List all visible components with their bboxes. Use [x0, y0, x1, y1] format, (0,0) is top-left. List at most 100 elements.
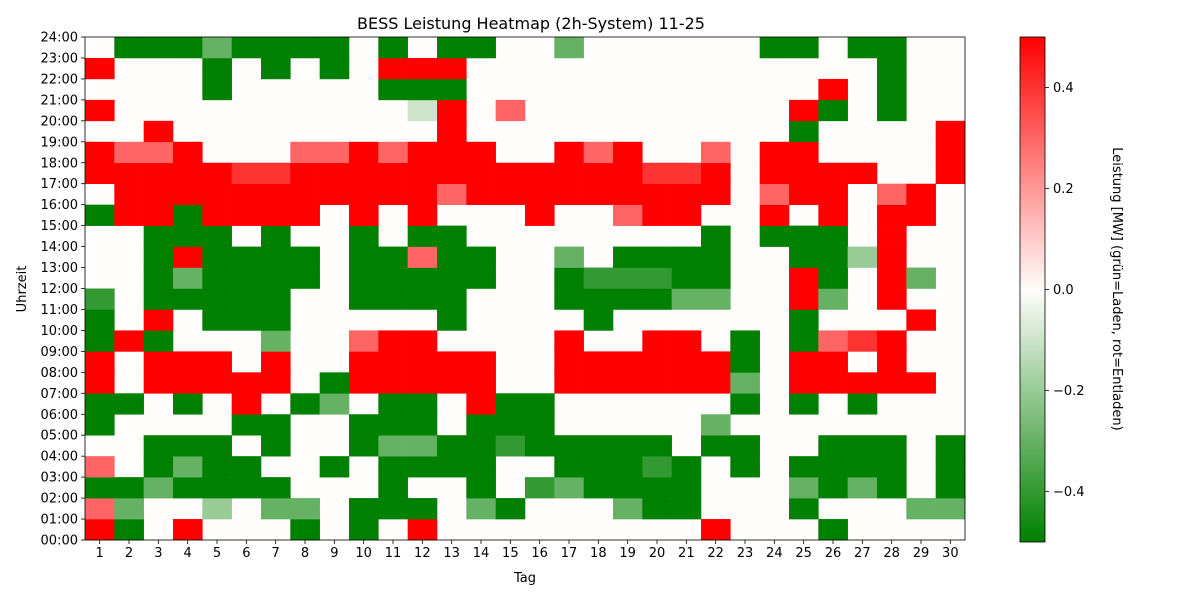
heatmap-cell	[437, 351, 467, 373]
heatmap-cell	[143, 225, 174, 247]
heatmap-cell	[818, 267, 848, 289]
y-tick-label: 21:00	[41, 93, 78, 108]
heatmap-cell	[378, 246, 408, 268]
heatmap-cell	[290, 204, 320, 226]
heatmap-cell	[613, 162, 643, 185]
heatmap-cell	[261, 414, 291, 436]
heatmap-cell	[613, 204, 643, 226]
heatmap-cell	[231, 204, 262, 226]
x-tick-label: 18	[590, 546, 607, 561]
heatmap-cell	[202, 246, 232, 268]
heatmap-cell	[437, 183, 467, 205]
y-tick-label: 07:00	[41, 387, 78, 402]
heatmap-cell	[818, 519, 848, 541]
heatmap-cell	[319, 372, 350, 394]
heatmap-cell	[613, 246, 643, 268]
heatmap-cell	[466, 498, 496, 520]
heatmap-cell	[935, 498, 966, 520]
heatmap-cell	[730, 330, 760, 352]
heatmap-cell	[143, 37, 174, 59]
heatmap-cell	[818, 99, 848, 122]
heatmap-cell	[583, 288, 614, 310]
x-tick-label: 11	[385, 546, 402, 561]
heatmap-cell	[261, 288, 291, 310]
x-tick-label: 5	[213, 546, 221, 561]
heatmap-cell	[583, 477, 614, 499]
x-tick-label: 6	[242, 546, 250, 561]
heatmap-cell	[378, 456, 408, 478]
heatmap-cell	[730, 393, 760, 415]
heatmap-cell	[407, 372, 438, 394]
heatmap-cell	[613, 288, 643, 310]
heatmap-cell	[378, 183, 408, 205]
heatmap-cell	[789, 120, 819, 143]
heatmap-cell	[319, 183, 350, 205]
heatmap-cell	[877, 78, 907, 101]
y-tick-label: 20:00	[41, 114, 78, 129]
heatmap-cell	[85, 57, 115, 80]
heatmap-cell	[818, 372, 848, 394]
heatmap-cell	[877, 435, 907, 457]
heatmap-cell	[437, 309, 467, 331]
heatmap-cell	[466, 162, 496, 185]
heatmap-cell	[877, 246, 907, 268]
heatmap-cell	[759, 204, 790, 226]
heatmap-cell	[437, 78, 467, 101]
heatmap-cell	[877, 288, 907, 310]
heatmap-cell	[818, 351, 848, 373]
heatmap-cell	[143, 141, 174, 164]
heatmap-cell	[202, 435, 232, 457]
heatmap-cell	[613, 183, 643, 205]
heatmap-cell	[554, 351, 584, 373]
y-tick-label: 00:00	[41, 534, 78, 549]
heatmap-cell	[642, 267, 672, 289]
heatmap-cell	[143, 183, 174, 205]
heatmap-cell	[437, 435, 467, 457]
heatmap-cell	[261, 498, 291, 520]
heatmap-cell	[525, 393, 555, 415]
heatmap-cell	[143, 120, 174, 143]
y-tick-label: 12:00	[41, 282, 78, 297]
heatmap-cell	[701, 183, 731, 205]
heatmap-cell	[701, 519, 731, 541]
heatmap-cell	[437, 162, 467, 185]
heatmap-cell	[319, 456, 350, 478]
heatmap-cell	[877, 477, 907, 499]
heatmap-cell	[583, 267, 614, 289]
heatmap-cell	[730, 372, 760, 394]
heatmap-cell	[231, 267, 262, 289]
heatmap-cell	[642, 435, 672, 457]
heatmap-cell	[261, 225, 291, 247]
heatmap-cell	[290, 267, 320, 289]
heatmap-cell	[671, 288, 702, 310]
heatmap-cell	[231, 183, 262, 205]
heatmap-cell	[85, 477, 115, 499]
y-tick-label: 17:00	[41, 177, 78, 192]
heatmap-cell	[495, 414, 526, 436]
heatmap-cell	[583, 309, 614, 331]
colorbar-label: Leistung [MW] (grün=Laden, rot=Entladen)	[1109, 147, 1124, 430]
heatmap-cell	[671, 372, 702, 394]
x-tick-label: 12	[414, 546, 431, 561]
heatmap-cell	[818, 288, 848, 310]
heatmap-cell	[261, 267, 291, 289]
colorbar-tick-label: −0.4	[1053, 485, 1085, 500]
x-tick-label: 15	[502, 546, 519, 561]
heatmap-cell	[671, 456, 702, 478]
heatmap-cell	[789, 246, 819, 268]
heatmap-cell	[319, 141, 350, 164]
heatmap-cell	[671, 351, 702, 373]
heatmap-cell	[349, 288, 379, 310]
heatmap-cell	[583, 183, 614, 205]
heatmap-cell	[935, 162, 966, 185]
heatmap-cell	[349, 225, 379, 247]
heatmap-cell	[701, 435, 731, 457]
heatmap-cell	[202, 372, 232, 394]
x-axis-label: Tag	[513, 571, 536, 586]
heatmap-cell	[173, 372, 203, 394]
heatmap-cell	[437, 288, 467, 310]
heatmap-cell	[114, 498, 144, 520]
heatmap-cell	[554, 37, 584, 59]
heatmap-cell	[173, 267, 203, 289]
heatmap-cell	[349, 267, 379, 289]
